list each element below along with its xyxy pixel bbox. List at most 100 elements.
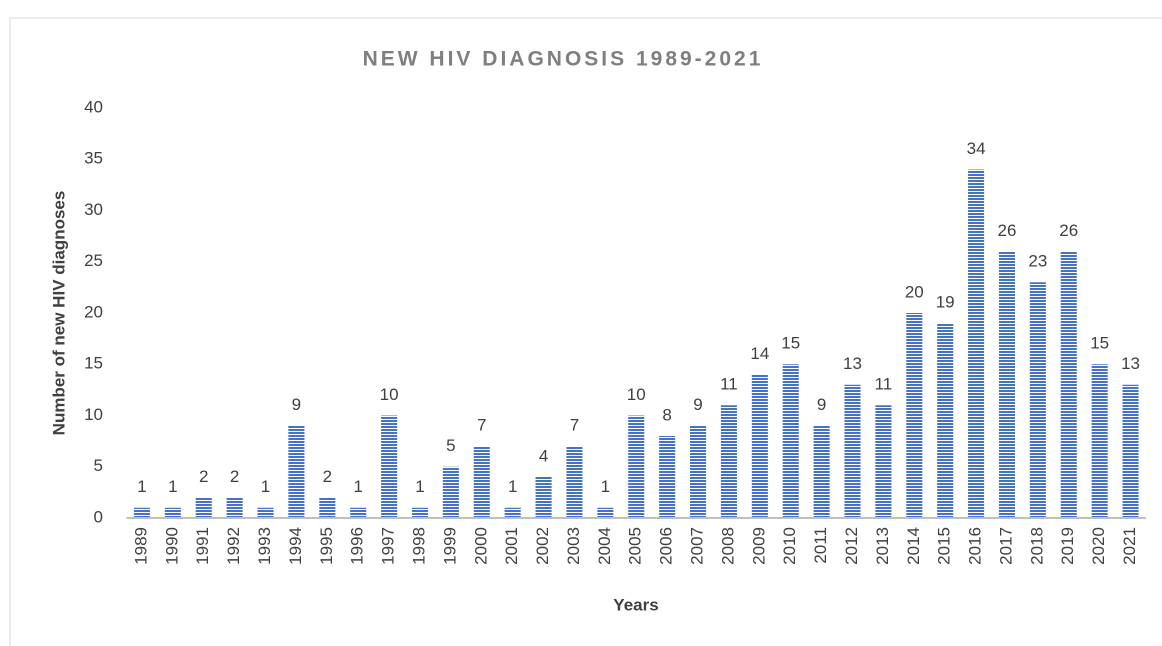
data-label: 34: [967, 139, 986, 158]
bar: [690, 425, 707, 518]
x-tick-label: 1997: [379, 527, 398, 565]
bar: [628, 415, 645, 518]
data-label: 10: [380, 385, 399, 404]
bar: [257, 507, 274, 518]
x-tick-label: 2009: [749, 527, 768, 565]
x-tick-label: 1998: [409, 527, 428, 565]
x-tick-label: 2006: [657, 527, 676, 565]
x-tick-label: 1990: [162, 527, 181, 565]
data-label: 1: [261, 477, 270, 496]
data-label: 7: [570, 416, 579, 435]
y-tick-label: 15: [84, 354, 103, 373]
y-tick-label: 30: [84, 200, 103, 219]
x-tick-label: 1995: [317, 527, 336, 565]
data-label: 13: [843, 354, 862, 373]
bar: [566, 446, 583, 518]
bar: [164, 507, 181, 518]
bar: [473, 446, 490, 518]
x-tick-label: 2007: [688, 527, 707, 565]
bar: [1091, 364, 1108, 518]
bar: [597, 507, 614, 518]
data-label: 14: [750, 344, 769, 363]
bar: [782, 364, 799, 518]
data-label: 9: [693, 395, 702, 414]
x-tick-label: 1994: [286, 527, 305, 565]
x-tick-label: 2004: [595, 527, 614, 565]
x-tick-label: 2002: [533, 527, 552, 565]
x-tick-label: 2001: [502, 527, 521, 565]
data-label: 23: [1028, 252, 1047, 271]
data-label: 11: [720, 375, 738, 394]
x-tick-label: 2010: [780, 527, 799, 565]
data-label: 1: [137, 477, 146, 496]
data-label: 1: [601, 477, 610, 496]
x-tick-label: 1996: [348, 527, 367, 565]
bar: [535, 477, 552, 518]
data-label: 11: [875, 375, 893, 394]
x-tick-label: 2013: [873, 527, 892, 565]
y-tick-label: 5: [94, 456, 103, 475]
x-tick-label: 2011: [811, 527, 830, 564]
y-tick-label: 25: [84, 251, 103, 270]
x-tick-label: 1993: [255, 527, 274, 565]
bar: [906, 313, 923, 518]
x-tick-label: 1992: [224, 527, 243, 565]
data-label: 5: [446, 436, 455, 455]
data-label: 8: [662, 405, 671, 424]
data-label: 1: [168, 477, 177, 496]
x-tick-label: 1989: [131, 527, 150, 565]
x-tick-label: 2017: [996, 527, 1015, 565]
y-tick-label: 40: [84, 97, 103, 116]
data-label: 7: [477, 416, 486, 435]
x-tick-label: 2016: [966, 527, 985, 565]
y-tick-label: 35: [84, 149, 103, 168]
x-tick-label: 2012: [842, 527, 861, 565]
bar: [813, 425, 830, 518]
bar: [844, 384, 861, 518]
bar: [226, 497, 243, 518]
x-tick-label: 1999: [440, 527, 459, 565]
data-label: 2: [199, 467, 208, 486]
x-tick-label: 2014: [904, 527, 923, 565]
x-tick-label: 2021: [1120, 527, 1139, 565]
bar: [442, 466, 459, 518]
y-tick-label: 10: [84, 405, 103, 424]
x-tick-label: 2020: [1089, 527, 1108, 565]
x-tick-label: 2000: [471, 527, 490, 565]
bar: [1029, 282, 1046, 518]
bar: [319, 497, 336, 518]
data-label: 1: [415, 477, 424, 496]
x-tick-label: 2005: [626, 527, 645, 565]
x-axis-title: Years: [613, 595, 658, 614]
data-label: 2: [323, 467, 332, 486]
bar: [998, 251, 1016, 518]
data-label: 26: [1059, 221, 1078, 240]
bar: [195, 497, 212, 518]
x-tick-label: 2018: [1027, 527, 1046, 565]
data-label: 1: [353, 477, 362, 496]
x-tick-label: 2015: [935, 527, 954, 565]
bar: [381, 415, 398, 518]
data-label: 4: [539, 446, 548, 465]
bar: [133, 507, 150, 518]
data-label: 9: [817, 395, 826, 414]
data-label: 10: [627, 385, 646, 404]
bar: [1122, 384, 1139, 518]
x-tick-label: 2008: [718, 527, 737, 565]
bar: [350, 507, 367, 518]
data-label: 19: [936, 293, 955, 312]
bar: [288, 425, 305, 518]
chart-frame: [9, 17, 1162, 646]
y-tick-label: 0: [94, 507, 103, 526]
data-label: 15: [1090, 334, 1109, 353]
data-label: 1: [508, 477, 517, 496]
bar: [659, 436, 676, 518]
data-label: 13: [1121, 354, 1140, 373]
x-tick-label: 2003: [564, 527, 583, 565]
data-label: 2: [230, 467, 239, 486]
bar: [875, 405, 892, 518]
data-label: 26: [998, 221, 1017, 240]
x-tick-label: 1991: [193, 527, 212, 565]
bar: [411, 507, 429, 518]
